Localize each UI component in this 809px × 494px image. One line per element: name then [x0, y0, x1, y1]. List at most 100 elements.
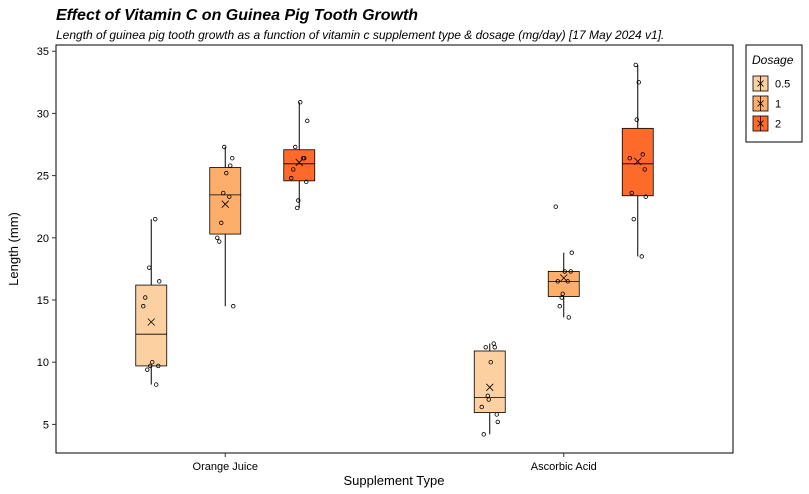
y-tick-label: 10 — [37, 357, 49, 369]
legend-title: Dosage — [752, 53, 794, 67]
y-tick-label: 15 — [37, 295, 49, 307]
boxplots — [135, 62, 654, 437]
data-point — [148, 363, 153, 369]
boxplot-1-0 — [473, 341, 506, 437]
legend-swatch-mean — [757, 100, 764, 107]
boxplot-0-1 — [209, 144, 242, 309]
boxplot-0-2 — [283, 100, 316, 211]
legend-label: 0.5 — [775, 79, 790, 91]
data-point — [486, 397, 491, 402]
data-point — [568, 269, 573, 274]
x-axis: Orange Juice Ascorbic Acid — [193, 453, 597, 473]
data-point — [557, 304, 562, 309]
data-point — [555, 279, 560, 284]
data-point — [153, 216, 158, 222]
legend-label: 2 — [775, 119, 781, 131]
y-tick-label: 20 — [37, 233, 49, 245]
data-point — [222, 144, 227, 150]
y-axis: 5 10 15 20 25 30 35 — [37, 46, 56, 431]
data-point — [293, 144, 298, 150]
data-point — [479, 404, 484, 410]
data-point — [230, 155, 235, 161]
data-point — [295, 205, 300, 211]
data-point — [488, 359, 493, 365]
data-point — [640, 152, 645, 157]
boxplot-1-2 — [621, 62, 654, 259]
data-point — [483, 345, 488, 350]
data-point — [219, 220, 224, 226]
mean-marker — [221, 200, 230, 209]
data-point — [633, 62, 638, 68]
box — [135, 284, 168, 367]
box — [209, 167, 242, 235]
box — [283, 149, 316, 182]
data-point — [224, 170, 229, 176]
data-point — [304, 179, 309, 185]
data-point — [291, 167, 296, 172]
data-point — [217, 239, 222, 244]
data-point — [629, 190, 634, 196]
boxplot-0-0 — [135, 216, 168, 387]
data-point — [494, 412, 499, 417]
data-point — [553, 204, 558, 209]
data-point — [231, 304, 236, 309]
data-point — [221, 190, 226, 196]
legend-label: 1 — [775, 99, 781, 111]
data-point — [227, 194, 232, 199]
data-point — [157, 279, 162, 284]
y-tick-label: 30 — [37, 108, 49, 120]
legend-item: 2 — [752, 115, 781, 132]
data-point — [481, 432, 486, 437]
data-point — [566, 315, 571, 320]
data-point — [627, 155, 632, 161]
data-point — [302, 155, 307, 161]
data-point — [143, 295, 148, 300]
y-tick-label: 25 — [37, 171, 49, 183]
mean-marker — [559, 274, 568, 282]
data-point — [150, 359, 155, 365]
data-point — [562, 269, 567, 274]
legend-swatch-mean — [757, 80, 764, 87]
legend-item: 0.5 — [752, 75, 790, 92]
box — [621, 127, 654, 197]
y-axis-title: Length (mm) — [6, 212, 21, 286]
legend-swatch-mean — [757, 120, 764, 127]
data-point — [141, 304, 146, 309]
data-point — [639, 254, 644, 259]
data-point — [147, 265, 152, 270]
data-point — [643, 194, 648, 199]
legend: Dosage 0.5 1 2 — [745, 44, 803, 143]
data-point — [154, 382, 159, 387]
data-point — [560, 291, 565, 296]
chart-subtitle: Length of guinea pig tooth growth as a f… — [56, 28, 664, 42]
data-point — [289, 175, 294, 181]
legend-item: 1 — [752, 95, 781, 112]
x-tick-label: Ascorbic Acid — [531, 461, 597, 473]
x-axis-title: Supplement Type — [344, 473, 445, 488]
boxplot-1-1 — [547, 204, 580, 320]
y-tick-label: 35 — [37, 46, 49, 58]
data-point — [228, 163, 233, 168]
data-point — [298, 100, 303, 105]
x-tick-label: Orange Juice — [193, 461, 258, 473]
chart-title: Effect of Vitamin C on Guinea Pig Tooth … — [56, 7, 418, 24]
data-point — [215, 235, 220, 241]
mean-marker — [485, 383, 494, 392]
data-point — [642, 167, 647, 172]
mean-marker — [295, 158, 304, 167]
data-point — [495, 419, 500, 425]
mean-marker — [633, 157, 642, 166]
plot-panel — [55, 44, 734, 454]
data-point — [634, 117, 639, 122]
data-point — [492, 345, 497, 350]
data-point — [636, 80, 641, 85]
data-point — [305, 118, 310, 124]
y-tick-label: 5 — [43, 419, 49, 431]
mean-marker — [147, 318, 156, 326]
data-point — [296, 198, 301, 203]
data-point — [156, 363, 161, 369]
data-point — [569, 250, 574, 255]
data-point — [631, 216, 636, 222]
box — [473, 350, 506, 413]
